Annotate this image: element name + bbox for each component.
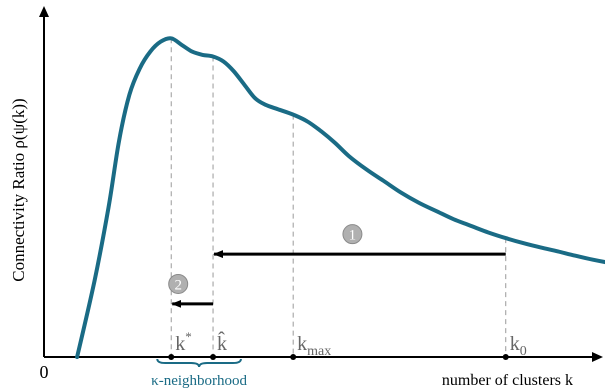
marker-label: k0	[510, 333, 527, 359]
marker-label: k̂	[217, 330, 227, 355]
step-badge	[168, 273, 189, 294]
x-axis-label: number of clusters k	[442, 372, 573, 389]
x-axis-arrow	[592, 352, 603, 362]
step-badge-label: 2	[174, 277, 182, 293]
marker-label: kmax	[297, 333, 331, 359]
marker-dot	[210, 354, 217, 360]
neighborhood-label: κ-neighborhood	[151, 373, 247, 389]
origin-label: 0	[40, 362, 49, 382]
series-line	[75, 36, 605, 359]
neighborhood-brace	[156, 358, 242, 368]
y-axis-arrow	[39, 6, 49, 17]
marker-dot	[290, 354, 297, 360]
marker-dot	[502, 354, 509, 360]
marker-label: k*	[175, 329, 192, 355]
step-badge	[342, 224, 363, 245]
y-axis-label: Connectivity Ratio ρ(ψ(k))	[9, 98, 28, 281]
marker-dot	[168, 354, 175, 360]
step-badge-label: 1	[349, 228, 357, 244]
